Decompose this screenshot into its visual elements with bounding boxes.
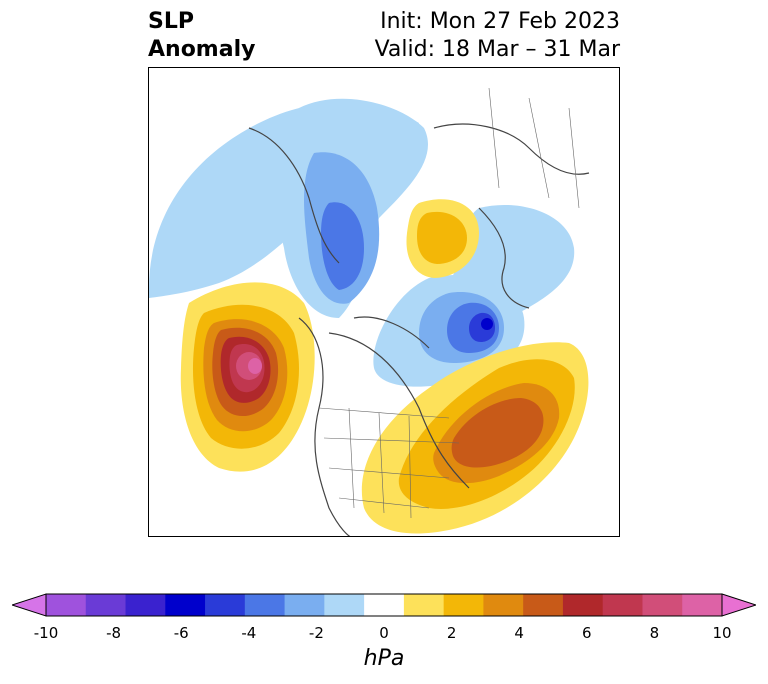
colorbar: [12, 593, 756, 617]
colorbar-tick-label: 0: [379, 624, 389, 642]
colorbar-tick-label: -6: [173, 624, 189, 642]
colorbar-segment: [443, 594, 484, 616]
colorbar-segment: [205, 594, 246, 616]
colorbar-segment: [284, 594, 325, 616]
neg-anomaly-atlantic-core: [481, 318, 493, 330]
map-canvas: [149, 87, 590, 536]
pos-anomaly-pacific-core: [248, 358, 262, 374]
colorbar-border: [45, 593, 723, 617]
colorbar-tick-label: -4: [241, 624, 257, 642]
init-date: Init: Mon 27 Feb 2023: [380, 9, 620, 34]
colorbar-tick-label: -2: [308, 624, 324, 642]
colorbar-segment: [46, 594, 87, 616]
colorbar-extend-max: [721, 593, 756, 617]
colorbar-extend-min: [12, 593, 47, 617]
colorbar-segment: [165, 594, 206, 616]
title-line-1: SLP: [148, 9, 194, 34]
colorbar-segment: [244, 594, 286, 616]
colorbar-segment: [125, 594, 166, 616]
colorbar-segment: [523, 594, 564, 616]
neg-anomaly-canada-3: [321, 202, 364, 290]
colorbar-segment: [602, 594, 643, 616]
colorbar-segment: [642, 594, 683, 616]
colorbar-segment: [562, 594, 604, 616]
colorbar-unit-label: hPa: [363, 646, 405, 671]
colorbar-segment: [324, 594, 365, 616]
colorbar-tick-label: -10: [33, 624, 59, 642]
pos-anomaly-atlantic-4: [451, 398, 544, 468]
colorbar-tick-label: 2: [446, 624, 457, 642]
colorbar-tick-label: 8: [649, 624, 660, 642]
anomaly-map: [148, 67, 620, 537]
colorbar-tick-label: -8: [106, 624, 122, 642]
colorbar-segment: [364, 594, 405, 616]
pos-anomaly-arctic-2: [417, 211, 467, 264]
coastlines: [248, 123, 590, 536]
chart-title-dates: Init: Mon 27 Feb 2023 Valid: 18 Mar – 31…: [375, 8, 620, 64]
colorbar-segment: [403, 594, 445, 616]
valid-range: Valid: 18 Mar – 31 Mar: [374, 37, 620, 62]
colorbar-tick-label: 10: [712, 624, 732, 642]
colorbar-segment: [85, 594, 127, 616]
title-line-2: Anomaly: [148, 37, 256, 62]
colorbar-tick-label: 4: [514, 624, 524, 642]
colorbar-tick-label: 6: [582, 624, 592, 642]
chart-title-variable: SLP Anomaly: [148, 8, 255, 64]
colorbar-segment: [682, 594, 723, 616]
borders: [318, 87, 580, 519]
colorbar-segment: [483, 594, 524, 616]
